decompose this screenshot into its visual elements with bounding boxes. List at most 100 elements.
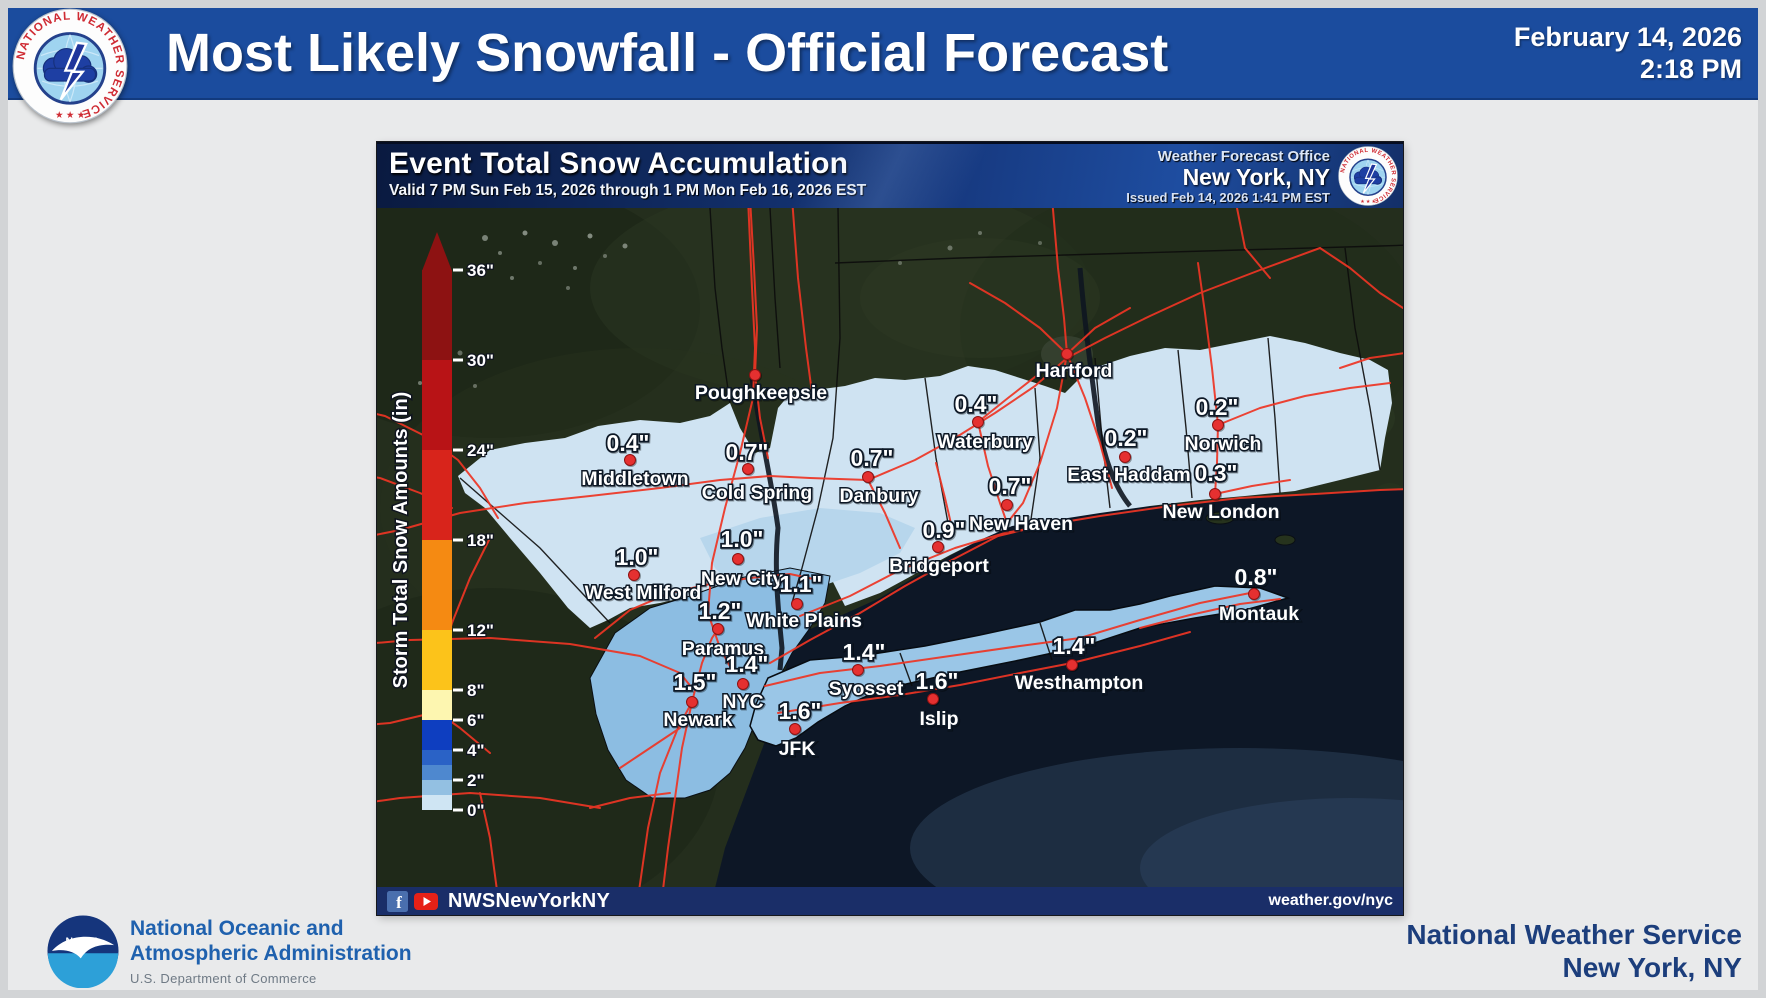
nws-footer-name: National Weather Service [1406,919,1742,950]
station-name: East Haddam [1067,464,1191,486]
station-name: Newark [663,709,733,731]
legend-segment [422,765,452,780]
station-value: 1.0" [616,544,659,570]
station-dot [972,416,984,428]
station-dot [624,454,636,466]
station-name: New Haven [969,513,1073,535]
legend-tick-label: 6" [467,711,485,730]
station-dot [737,678,749,690]
station-dot [742,463,754,475]
facebook-icon: f [387,890,408,912]
station-dot [1248,588,1260,600]
website-url: weather.gov/nyc [1268,892,1394,909]
legend-tick-label: 2" [467,771,485,790]
legend-segment [422,540,452,630]
header-date: February 14, 2026 [1513,22,1742,52]
station-name: Cold Spring [702,482,813,504]
station-dot [791,598,803,610]
legend-arrow-cap [422,232,452,271]
legend-tick-label: 24" [467,441,494,460]
station-value: 1.4" [726,651,769,677]
page-title: Most Likely Snowfall - Official Forecast [166,23,1169,83]
station-value: 1.6" [916,668,959,694]
station-name: Syosset [829,678,904,700]
svg-text:f: f [396,893,402,912]
nws-footer-block: National Weather Service New York, NY [1406,918,1742,984]
station-value: 0.3" [1195,460,1238,486]
map-header: Event Total Snow Accumulation Valid 7 PM… [377,142,1403,208]
station-name: West Milford [585,582,702,604]
station-value: 0.8" [1235,564,1278,590]
legend-segment [422,795,452,810]
legend-segment [422,690,452,720]
station-name: Waterbury [937,431,1033,453]
station-value: 1.5" [674,669,717,695]
legend-segment [422,720,452,750]
islands [1205,511,1296,546]
legend-tick-label: 12" [467,621,494,640]
map-header-right: Weather Forecast Office New York, NY Iss… [1126,144,1330,205]
header-datetime: February 14, 2026 2:18 PM [1514,21,1742,85]
station-dot [1061,348,1073,360]
nws-logo [12,8,128,124]
station-dot [1066,659,1078,671]
station-dot [789,723,801,735]
wfo-label: Weather Forecast Office [1157,148,1330,165]
legend-segment [422,750,452,765]
station-value: 0.9" [923,517,966,543]
legend-segment [422,450,452,540]
legend-tick-label: 0" [467,801,485,820]
snow-light-region [458,336,1392,628]
map-valid-range: Valid 7 PM Sun Feb 15, 2026 through 1 PM… [389,182,867,199]
noaa-name-line1: National Oceanic and [130,917,344,940]
noaa-name-line2: Atmospheric Administration [130,942,412,965]
youtube-icon [414,892,438,910]
station-value: 0.2" [1196,394,1239,420]
legend-axis-title: Storm Total Snow Amounts (in) [390,392,412,689]
station-value: 0.4" [955,391,998,417]
station-value: 0.2" [1105,425,1148,451]
snowfall-legend: 36" 30" 24" 18" 12" 8" 6" 4" 2" 0" Storm Total Sno… [389,232,495,821]
station-name: New London [1163,501,1280,523]
station-value: 1.4" [1053,633,1096,659]
map-header-left: Event Total Snow Accumulation Valid 7 PM… [377,144,1126,200]
station-name: Norwich [1185,433,1262,455]
station-name: Westhampton [1015,672,1144,694]
top-header-bar: Most Likely Snowfall - Official Forecast… [8,8,1758,100]
station-value: 1.0" [721,526,764,552]
station-dot [749,369,761,381]
station-dot [712,623,724,635]
station-name: Middletown [581,468,688,490]
map-title: Event Total Snow Accumulation [389,147,849,180]
legend-segment [422,360,452,450]
station-dot [852,664,864,676]
station-name: Danbury [839,485,918,507]
station-dot [1212,419,1224,431]
station-name: Poughkeepsie [695,382,827,404]
station-value: 1.1" [780,571,823,597]
station-value: 1.6" [779,698,822,724]
station-dot [628,569,640,581]
noaa-logo [47,915,119,988]
station-labels: Poughkeepsie Hartford 0.4" Middletown 0.7" Co… [580,348,1301,762]
legend-segment [422,270,452,360]
station-value: 1.4" [843,639,886,665]
header-time: 2:18 PM [1639,54,1742,84]
station-dot [1209,488,1221,500]
page-content: Most Likely Snowfall - Official Forecast… [8,8,1758,990]
noaa-agency-block: National Oceanic and Atmospheric Adminis… [130,916,412,986]
legend-tick-label: 30" [467,351,494,370]
nws-logo-small [1338,146,1398,206]
borders-layer [459,208,1403,687]
station-name: Montauk [1219,603,1299,625]
station-value: 0.7" [726,439,769,465]
station-value: 0.7" [989,473,1032,499]
station-dot [932,541,944,553]
forecast-map-canvas: 36" 30" 24" 18" 12" 8" 6" 4" 2" 0" Storm Total Sno… [377,208,1403,887]
station-value: 0.7" [851,445,894,471]
legend-tick-label: 36" [467,261,494,280]
station-name: New City [701,568,784,590]
rivers [749,267,1132,671]
station-dot [1119,451,1131,463]
